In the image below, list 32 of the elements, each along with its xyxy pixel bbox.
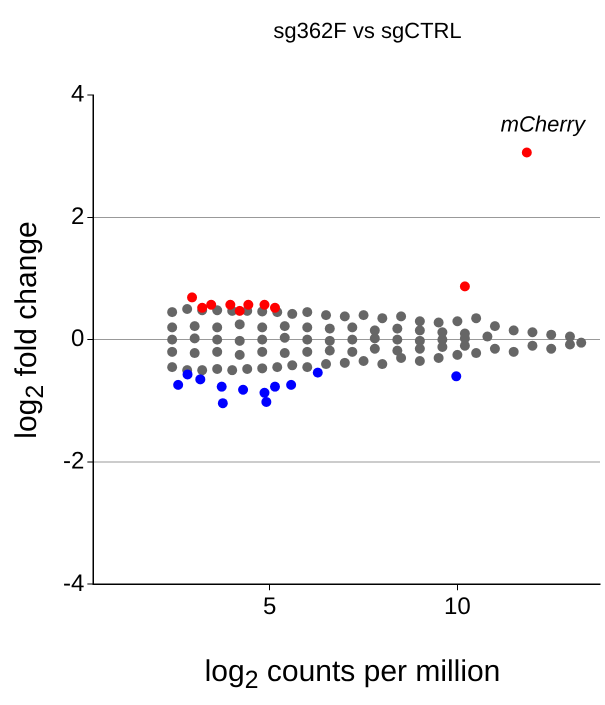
chart-title: sg362F vs sgCTRL: [272, 18, 463, 44]
point: [460, 281, 470, 292]
point: [312, 368, 323, 378]
point: [216, 382, 227, 392]
point: [270, 382, 280, 392]
point: [270, 302, 280, 313]
x-tick-label: 5: [263, 593, 276, 620]
annotation: mCherry: [500, 112, 587, 137]
point: [197, 302, 208, 313]
point: [187, 292, 198, 302]
y-tick-label: -4: [62, 570, 84, 597]
point: [261, 396, 272, 407]
y-tick-label: 2: [70, 202, 84, 230]
y-tick-label: 0: [70, 325, 84, 352]
point: [234, 306, 245, 316]
point: [206, 300, 216, 310]
x-tick-label: 10: [444, 593, 471, 620]
point: [238, 384, 248, 395]
point: [286, 380, 296, 390]
point: [182, 369, 193, 380]
point: [173, 380, 184, 390]
point: [195, 374, 206, 384]
point: [225, 300, 236, 310]
point: [243, 300, 254, 310]
point: [451, 371, 462, 382]
point: [218, 398, 228, 408]
point: [259, 388, 270, 398]
y-tick-label: -2: [62, 448, 84, 475]
point: [259, 300, 270, 310]
x-axis-title: log$_{2}$ counts per million: [204, 655, 502, 695]
y-tick-label: 4: [70, 80, 84, 108]
point: [522, 147, 532, 158]
